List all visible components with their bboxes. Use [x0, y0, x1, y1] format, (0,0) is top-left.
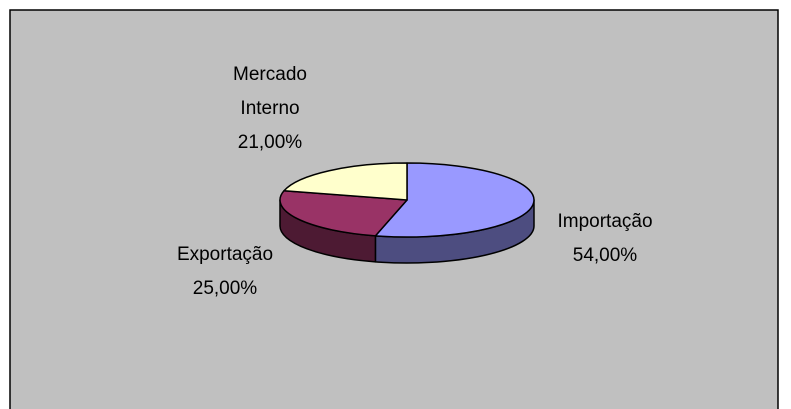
- pie-slice: [279, 190, 408, 237]
- category-label: Exportação: [176, 244, 274, 265]
- category-label: Importação: [557, 211, 653, 232]
- value-label: 21,00%: [237, 132, 303, 153]
- pie-slice: [374, 162, 535, 238]
- value-label: 25,00%: [192, 278, 258, 299]
- value-label: 54,00%: [572, 245, 638, 266]
- pie: [279, 162, 535, 264]
- category-label: Mercado Interno: [233, 64, 307, 119]
- pie-slice: [283, 162, 408, 201]
